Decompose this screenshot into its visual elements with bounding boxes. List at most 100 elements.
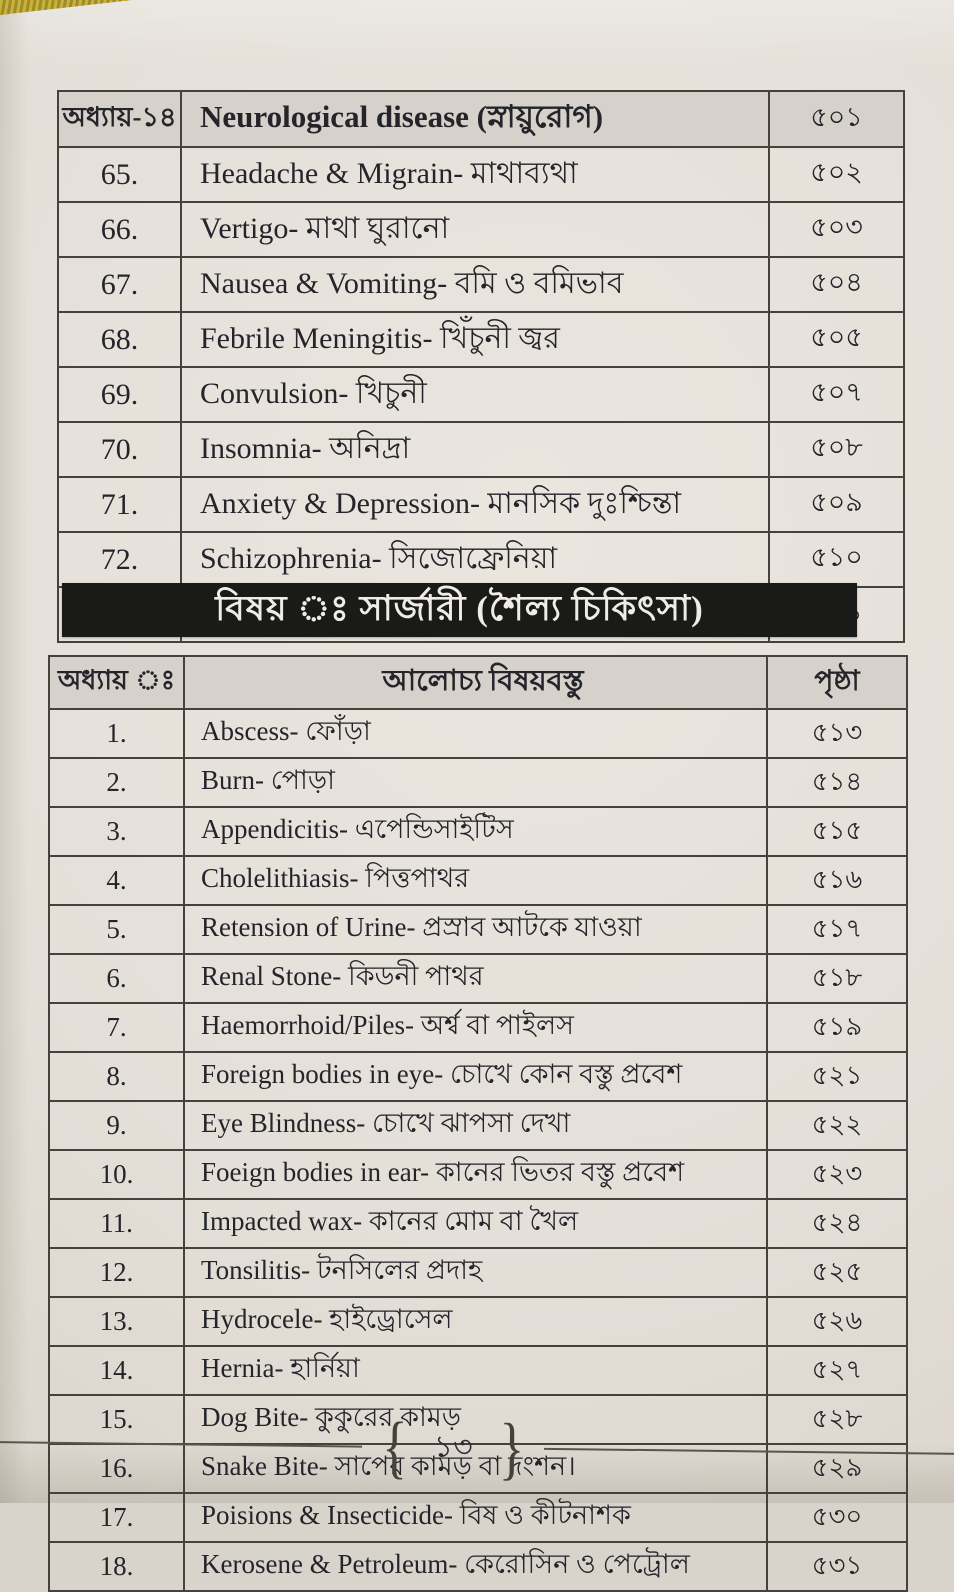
serial-number-cell: 72. xyxy=(57,531,182,588)
page-number-cell: ৫২৮ xyxy=(766,1394,908,1445)
page-footer: { ১৩ } xyxy=(0,1402,954,1494)
toc-row: 65. Headache & Migrain- মাথাব্যথা ৫০২ xyxy=(57,146,905,203)
section-start-page-cell: ৫০১ xyxy=(768,90,905,148)
neurology-table-header-row: অধ্যায়-১৪ Neurological disease (স্নায়ু… xyxy=(57,90,905,148)
topic-title-cell: Snake Bite- সাপের কামড় বা দংশন। xyxy=(183,1443,768,1494)
toc-row: 2. Burn- পোড়া ৫১৪ xyxy=(48,757,908,808)
topic-title-cell: Dog Bite- কুকুরের কামড় xyxy=(183,1394,768,1445)
topic-title-cell: Tonsilitis- টনসিলের প্রদাহ xyxy=(183,1247,768,1298)
page-number-cell: ৫৩১ xyxy=(766,1541,908,1592)
page-number-cell: ৫১৪ xyxy=(766,757,908,808)
page-number-cell: ৫০৫ xyxy=(768,311,905,368)
serial-number-cell: 18. xyxy=(48,1541,185,1592)
footer-open-brace: { xyxy=(381,1408,408,1486)
page-number-cell: ৫২৭ xyxy=(766,1345,908,1396)
toc-row: 15. Dog Bite- কুকুরের কামড় ৫২৮ xyxy=(48,1394,908,1445)
surgery-section-banner: বিষয় ঃ সার্জারী (শৈল্য চিকিৎসা) xyxy=(62,583,857,637)
topic-title-cell: Vertigo- মাথা ঘুরানো xyxy=(180,201,770,258)
toc-row: 5. Retension of Urine- প্রস্রাব আটকে যাও… xyxy=(48,904,908,955)
serial-number-cell: 68. xyxy=(57,311,182,368)
topic-title-cell: Headache & Migrain- মাথাব্যথা xyxy=(180,146,770,203)
topic-title-cell: Anxiety & Depression- মানসিক দুঃশ্চিন্তা xyxy=(180,476,770,533)
serial-number-cell: 71. xyxy=(57,476,182,533)
serial-number-cell: 11. xyxy=(48,1198,185,1249)
page-number-cell: ৫১৮ xyxy=(766,953,908,1004)
topic-title-cell: Burn- পোড়া xyxy=(183,757,768,808)
page-number-cell: ৫১৫ xyxy=(766,806,908,857)
page-number-cell: ৫২৬ xyxy=(766,1296,908,1347)
surgery-table-header-row: অধ্যায় ঃ আলোচ্য বিষয়বস্তু পৃষ্ঠা xyxy=(48,655,908,710)
serial-number-cell: 70. xyxy=(57,421,182,478)
serial-number-cell: 5. xyxy=(48,904,185,955)
serial-number-cell: 10. xyxy=(48,1149,185,1200)
topic-title-cell: Cholelithiasis- পিত্তপাথর xyxy=(183,855,768,906)
serial-number-cell: 2. xyxy=(48,757,185,808)
toc-row: 12. Tonsilitis- টনসিলের প্রদাহ ৫২৫ xyxy=(48,1247,908,1298)
serial-number-cell: 12. xyxy=(48,1247,185,1298)
toc-row: 70. Insomnia- অনিদ্রা ৫০৮ xyxy=(57,421,905,478)
toc-row: 13. Hydrocele- হাইড্রোসেল ৫২৬ xyxy=(48,1296,908,1347)
toc-row: 3. Appendicitis- এপেন্ডিসাইটিস ৫১৫ xyxy=(48,806,908,857)
chapter-header-cell: অধ্যায় ঃ xyxy=(48,655,185,710)
topic-title-cell: Appendicitis- এপেন্ডিসাইটিস xyxy=(183,806,768,857)
topic-title-cell: Retension of Urine- প্রস্রাব আটকে যাওয়া xyxy=(183,904,768,955)
topic-title-cell: Poisions & Insecticide- বিষ ও কীটনাশক xyxy=(183,1492,768,1543)
surgery-section-banner-text: বিষয় ঃ সার্জারী (শৈল্য চিকিৎসা) xyxy=(215,588,704,628)
page-number-cell: ৫২২ xyxy=(766,1100,908,1151)
topic-title-cell: Febrile Meningitis- খিঁচুনী জ্বর xyxy=(180,311,770,368)
section-title-cell: Neurological disease (স্নায়ুরোগ) xyxy=(180,90,770,148)
toc-row: 1. Abscess- ফোঁড়া ৫১৩ xyxy=(48,708,908,759)
toc-row: 9. Eye Blindness- চোখে ঝাপসা দেখা ৫২২ xyxy=(48,1100,908,1151)
chapter-header-cell: অধ্যায়-১৪ xyxy=(57,90,182,148)
page-number-cell: ৫০৮ xyxy=(768,421,905,478)
topic-title-cell: Insomnia- অনিদ্রা xyxy=(180,421,770,478)
footer-page-number: ১৩ xyxy=(433,1429,473,1464)
serial-number-cell: 14. xyxy=(48,1345,185,1396)
toc-row: 8. Foreign bodies in eye- চোখে কোন বস্তু… xyxy=(48,1051,908,1102)
toc-row: 16. Snake Bite- সাপের কামড় বা দংশন। ৫২৯ xyxy=(48,1443,908,1494)
toc-row: 71. Anxiety & Depression- মানসিক দুঃশ্চি… xyxy=(57,476,905,533)
serial-number-cell: 65. xyxy=(57,146,182,203)
toc-row: 4. Cholelithiasis- পিত্তপাথর ৫১৬ xyxy=(48,855,908,906)
serial-number-cell: 3. xyxy=(48,806,185,857)
serial-number-cell: 17. xyxy=(48,1492,185,1543)
footer-close-brace: } xyxy=(498,1409,525,1488)
serial-number-cell: 16. xyxy=(48,1443,185,1494)
serial-number-cell: 1. xyxy=(48,708,185,759)
toc-row: 17. Poisions & Insecticide- বিষ ও কীটনাশ… xyxy=(48,1492,908,1543)
page-number-cell: ৫২৩ xyxy=(766,1149,908,1200)
page-number-cell: ৫১৬ xyxy=(766,855,908,906)
topic-title-cell: Convulsion- খিচুনী xyxy=(180,366,770,423)
serial-number-cell: 66. xyxy=(57,201,182,258)
footer-rule-left xyxy=(0,1441,363,1448)
serial-number-cell: 6. xyxy=(48,953,185,1004)
page-number-cell: ৫০৩ xyxy=(768,201,905,258)
page-number-cell: ৫১৯ xyxy=(766,1002,908,1053)
page-number-cell: ৫২১ xyxy=(766,1051,908,1102)
toc-row: 66. Vertigo- মাথা ঘুরানো ৫০৩ xyxy=(57,201,905,258)
topic-title-cell: Nausea & Vomiting- বমি ও বমিভাব xyxy=(180,256,770,313)
serial-number-cell: 69. xyxy=(57,366,182,423)
page-number-cell: ৫০২ xyxy=(768,146,905,203)
toc-row: 7. Haemorrhoid/Piles- অর্শ্ব বা পাইলস ৫১… xyxy=(48,1002,908,1053)
topic-title-cell: Foeign bodies in ear- কানের ভিতর বস্তু প… xyxy=(183,1149,768,1200)
toc-row: 69. Convulsion- খিচুনী ৫০৭ xyxy=(57,366,905,423)
surgery-toc-table: অধ্যায় ঃ আলোচ্য বিষয়বস্তু পৃষ্ঠা 1. Ab… xyxy=(48,655,908,1592)
page-number-cell: ৫১৭ xyxy=(766,904,908,955)
toc-row: 67. Nausea & Vomiting- বমি ও বমিভাব ৫০৪ xyxy=(57,256,905,313)
page-number-cell: ৫১০ xyxy=(768,531,905,588)
toc-row: 11. Impacted wax- কানের মোম বা খৈল ৫২৪ xyxy=(48,1198,908,1249)
toc-row: 18. Kerosene & Petroleum- কেরোসিন ও পেট্… xyxy=(48,1541,908,1592)
topic-title-cell: Impacted wax- কানের মোম বা খৈল xyxy=(183,1198,768,1249)
serial-number-cell: 9. xyxy=(48,1100,185,1151)
book-cover-corner xyxy=(0,0,132,15)
serial-number-cell: 13. xyxy=(48,1296,185,1347)
page-number-cell: ৫২৫ xyxy=(766,1247,908,1298)
page-number-cell: ৫০৪ xyxy=(768,256,905,313)
topic-title-cell: Hernia- হার্নিয়া xyxy=(183,1345,768,1396)
toc-row: 14. Hernia- হার্নিয়া ৫২৭ xyxy=(48,1345,908,1396)
page-header-cell: পৃষ্ঠা xyxy=(766,655,908,710)
topic-title-cell: Renal Stone- কিডনী পাথর xyxy=(183,953,768,1004)
page-number-cell: ৫০৯ xyxy=(768,476,905,533)
